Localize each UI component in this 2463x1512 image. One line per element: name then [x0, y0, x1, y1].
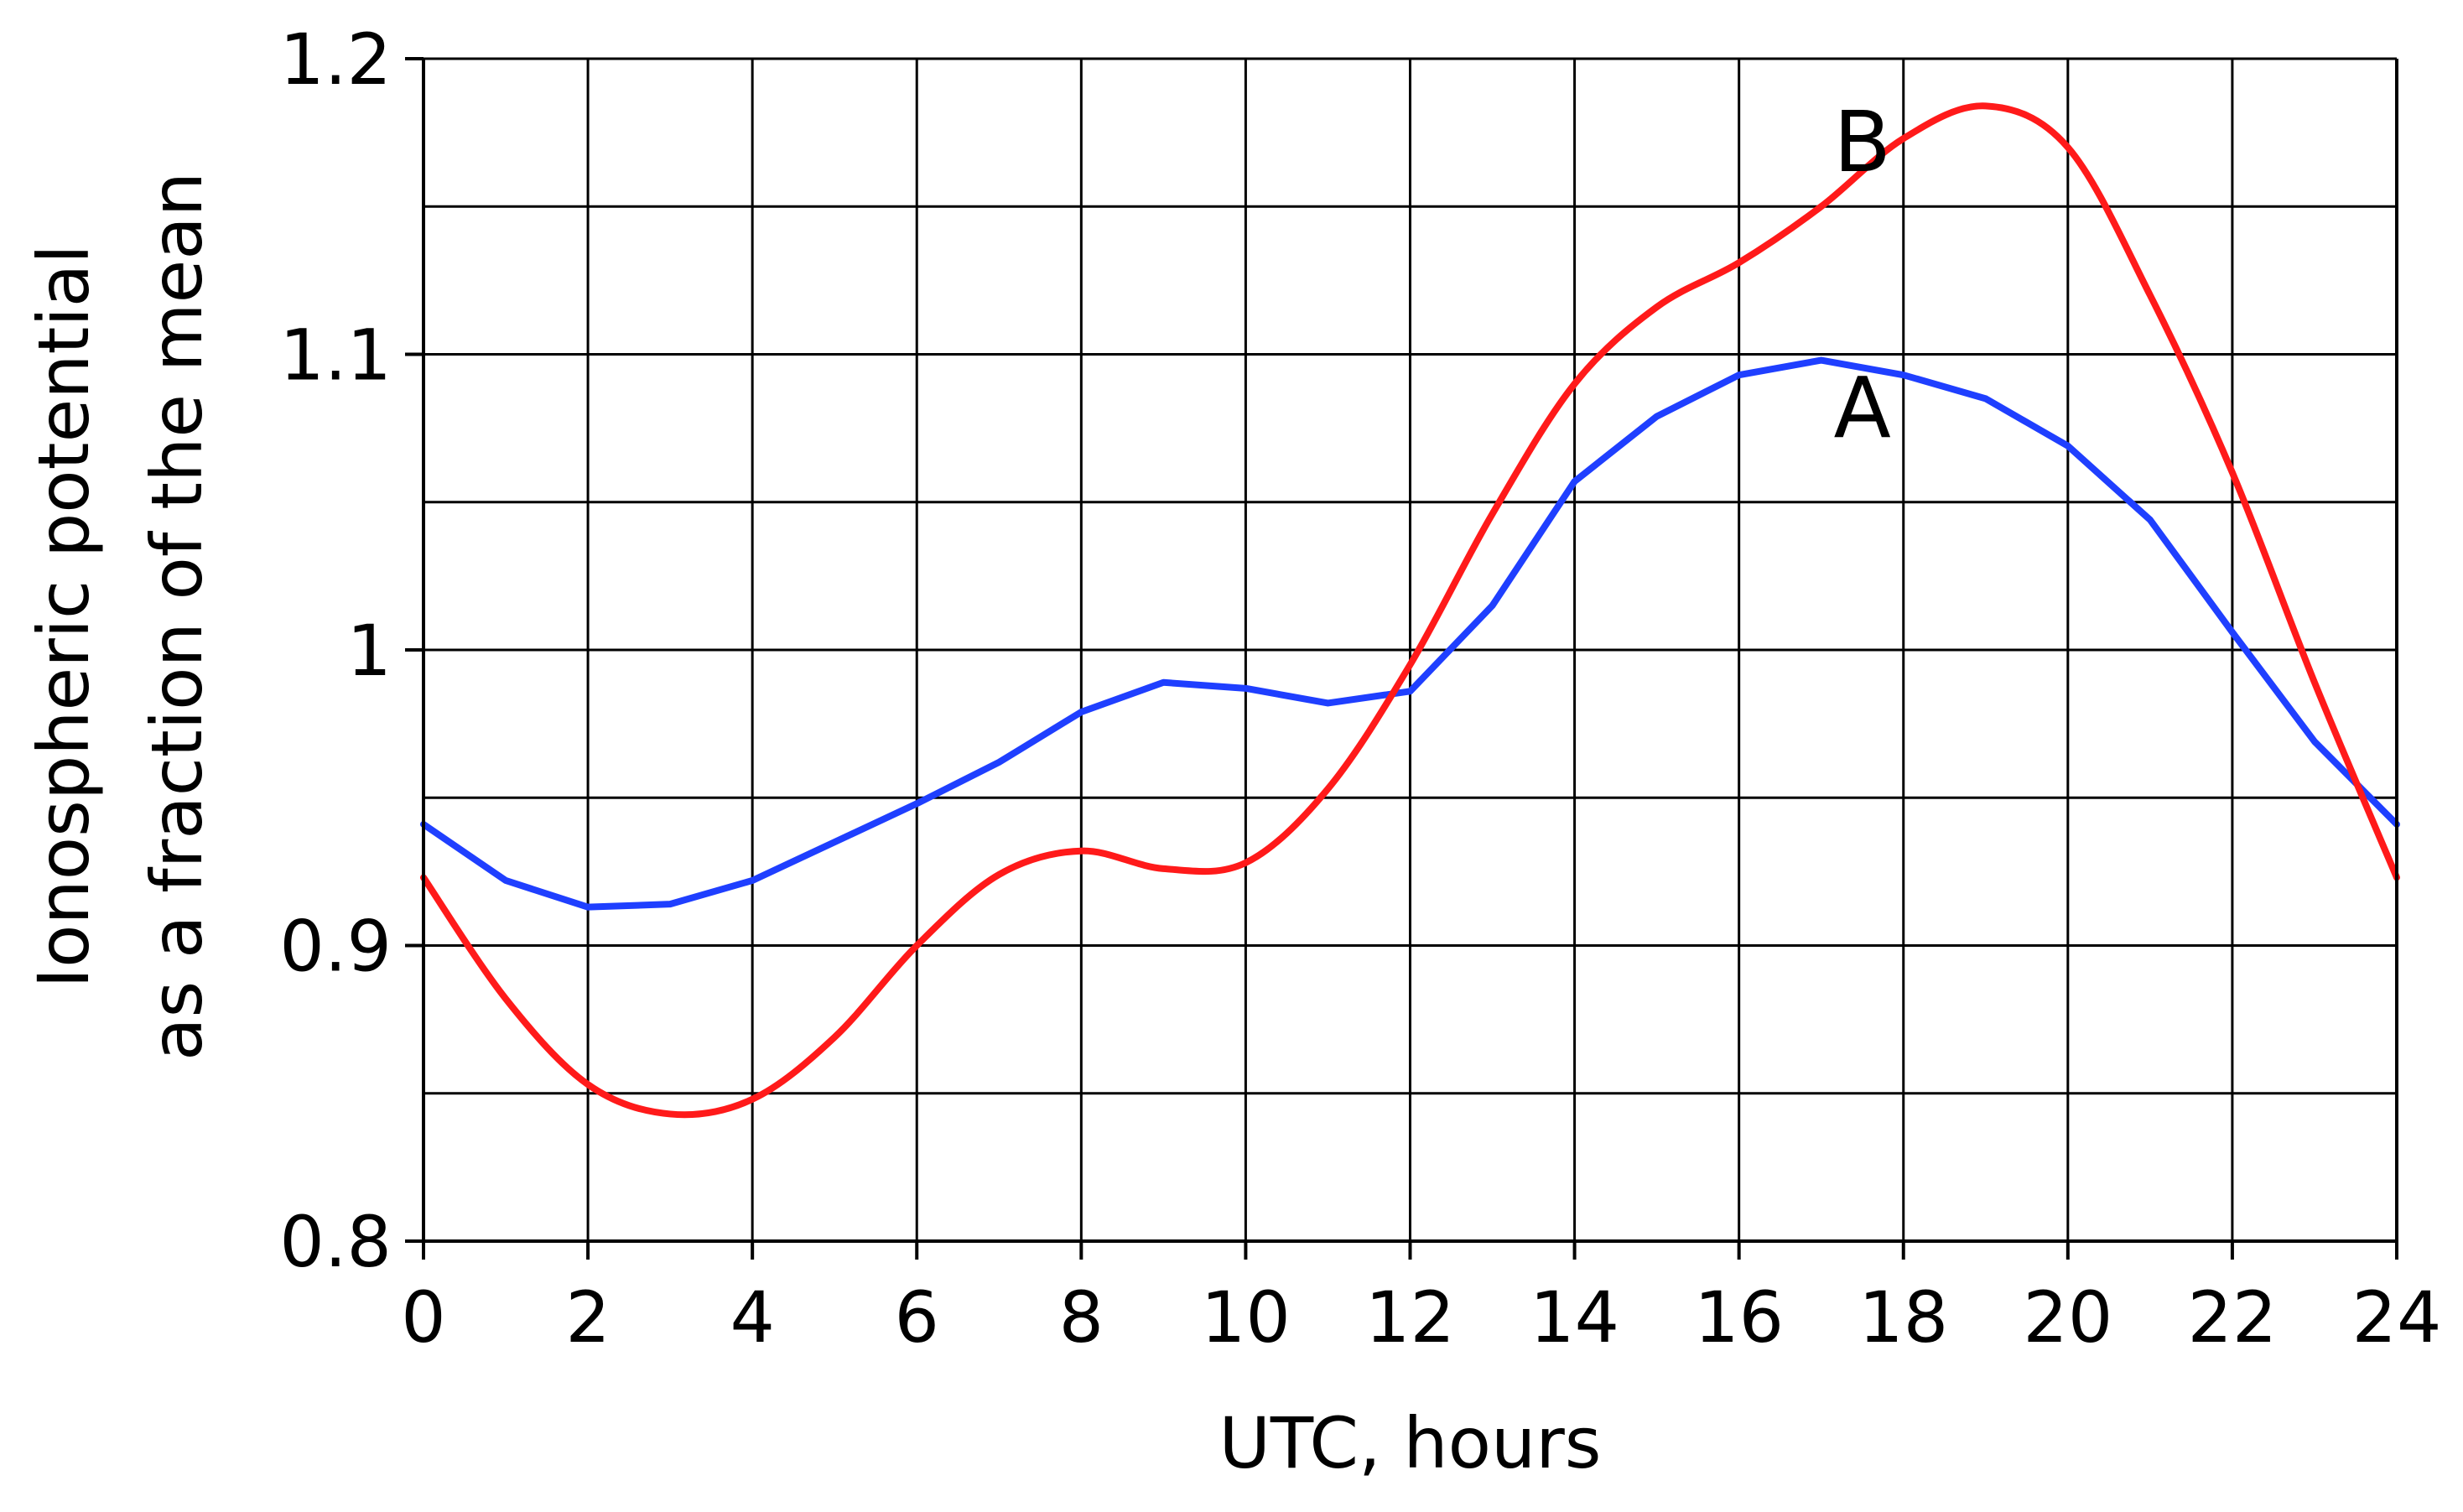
x-tick-label: 16: [1694, 1276, 1784, 1359]
x-tick-label: 12: [1365, 1276, 1455, 1359]
x-tick-label: 18: [1858, 1276, 1948, 1359]
series-line-b: [420, 102, 2400, 1119]
x-tick-label: 6: [895, 1276, 939, 1359]
y-axis-title-line-1: Ionospheric potential: [23, 244, 105, 988]
x-tick-label: 14: [1530, 1276, 1619, 1359]
series-line-a: [420, 356, 2400, 911]
y-tick-label: 0.9: [279, 906, 392, 988]
y-tick-label: 1: [347, 610, 392, 692]
grid: [422, 57, 2398, 1243]
plot-frame: [405, 57, 2398, 1260]
y-axis-title-line-2: as a fraction of the mean: [136, 172, 218, 1061]
series-label-a: A: [1834, 359, 1891, 457]
y-tick-label: 1.1: [279, 314, 392, 397]
x-tick-label: 20: [2023, 1276, 2112, 1359]
x-tick-label: 22: [2187, 1276, 2277, 1359]
series-label-b: B: [1833, 93, 1891, 191]
x-tick-label: 4: [730, 1276, 774, 1359]
tick-labels: 0 2 4 6 8 10 12 14 16 18 20 22 240.80.911.11.2: [279, 18, 2441, 1359]
y-tick-label: 0.8: [279, 1201, 392, 1283]
series-lines: [420, 102, 2400, 1119]
series-annotations: BA: [1833, 93, 1891, 457]
y-tick-label: 1.2: [279, 18, 392, 101]
x-axis-title: UTC, hours: [1219, 1402, 1601, 1484]
x-tick-label: 10: [1201, 1276, 1291, 1359]
x-tick-label: 2: [565, 1276, 610, 1359]
x-tick-label: 24: [2352, 1276, 2442, 1359]
x-tick-label: 8: [1059, 1276, 1104, 1359]
x-tick-label: 0: [401, 1276, 445, 1359]
